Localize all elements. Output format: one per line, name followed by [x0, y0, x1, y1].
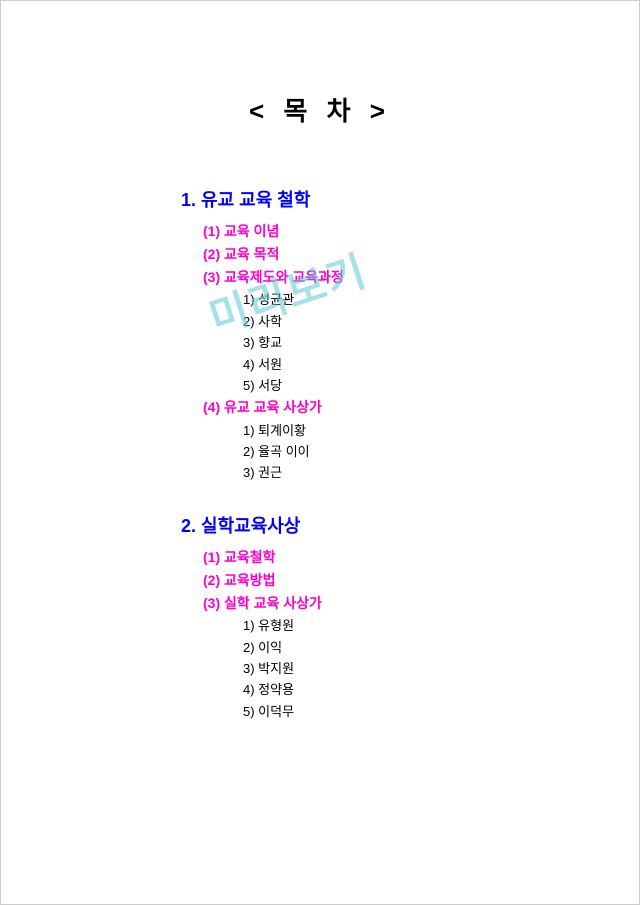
toc-subsub: 5) 서당: [243, 375, 579, 396]
toc-subsub: 1) 유형원: [243, 615, 579, 636]
toc-sub: (1) 교육철학: [203, 546, 579, 569]
toc-subsub: 3) 향교: [243, 332, 579, 353]
toc-subsub: 4) 서원: [243, 354, 579, 375]
toc-section: 2. 실학교육사상 (1) 교육철학 (2) 교육방법 (3) 실학 교육 사상…: [181, 512, 579, 722]
toc-subsub: 2) 이익: [243, 637, 579, 658]
toc-subsub: 1) 퇴계이황: [243, 420, 579, 441]
page-title: < 목 차 >: [1, 91, 639, 128]
toc-sub: (3) 실학 교육 사상가: [203, 592, 579, 615]
section-head: 1. 유교 교육 철학: [181, 186, 579, 212]
toc-subsub: 3) 권근: [243, 462, 579, 483]
page: 미리보기 < 목 차 > 1. 유교 교육 철학 (1) 교육 이념 (2) 교…: [0, 0, 640, 905]
toc-sub: (1) 교육 이념: [203, 220, 579, 243]
section-head: 2. 실학교육사상: [181, 512, 579, 538]
toc-subsub: 2) 사학: [243, 311, 579, 332]
toc-subsub: 3) 박지원: [243, 658, 579, 679]
toc-content: 1. 유교 교육 철학 (1) 교육 이념 (2) 교육 목적 (3) 교육제도…: [181, 186, 579, 722]
toc-sub: (2) 교육 목적: [203, 243, 579, 266]
toc-sub: (3) 교육제도와 교육과정: [203, 266, 579, 289]
toc-subsub: 2) 율곡 이이: [243, 441, 579, 462]
toc-subsub: 1) 성균관: [243, 289, 579, 310]
toc-section: 1. 유교 교육 철학 (1) 교육 이념 (2) 교육 목적 (3) 교육제도…: [181, 186, 579, 484]
toc-sub: (2) 교육방법: [203, 569, 579, 592]
toc-subsub: 4) 정약용: [243, 679, 579, 700]
toc-sub: (4) 유교 교육 사상가: [203, 396, 579, 419]
toc-subsub: 5) 이덕무: [243, 701, 579, 722]
